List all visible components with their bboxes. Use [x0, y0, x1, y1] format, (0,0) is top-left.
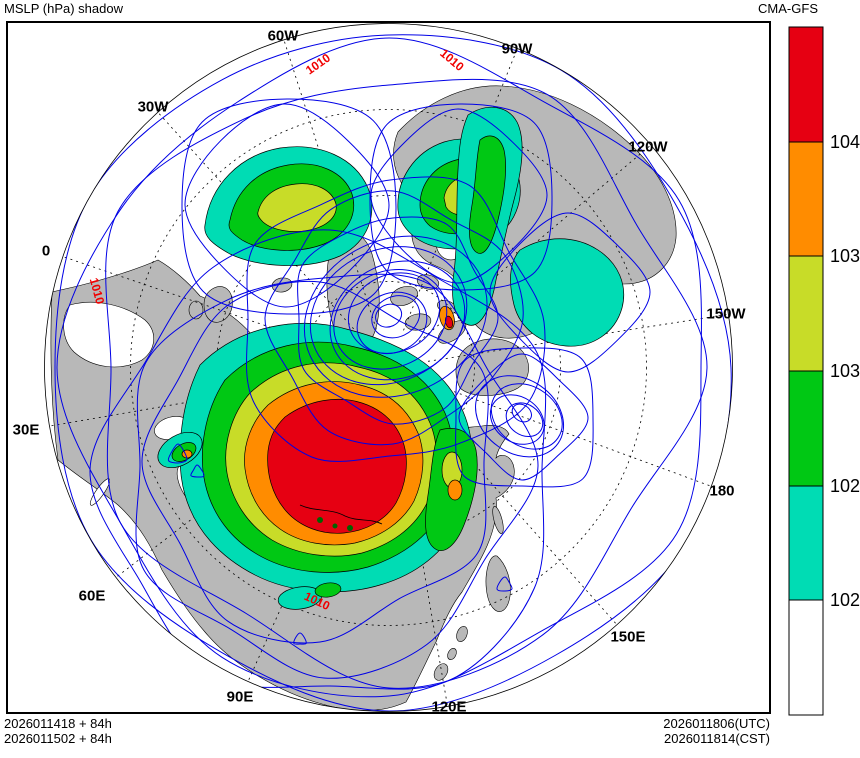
isobar-contour-low-ring: [490, 383, 563, 450]
map-boundary: [44, 23, 733, 712]
lon-label-120w: 120W: [628, 139, 668, 156]
isobar-contour-low-ring: [489, 394, 545, 445]
isobar-contour-low-ring: [333, 268, 448, 370]
isobar-contour: [184, 103, 390, 308]
isobar-contour: [370, 108, 548, 284]
isobar-contour-low-ring: [505, 402, 544, 438]
fill-1030-greenland-high: [257, 183, 337, 232]
pressure-fills: [157, 106, 625, 610]
isobar-contour: [141, 280, 489, 644]
terrain-speck: [317, 517, 323, 523]
isobar-contour: [458, 353, 589, 481]
isobar-contour: [455, 347, 594, 488]
isobar-contour: [105, 78, 708, 689]
isobar-contour: [297, 216, 499, 425]
island-arc: [433, 663, 449, 681]
colorbar-segment-1025-1030: [788, 370, 824, 487]
colorbar-tick-1020: 1020: [830, 590, 860, 610]
meridian-line: [425, 380, 712, 487]
map-frame: [6, 21, 771, 714]
meridian-line: [62, 256, 351, 355]
tibet-terrain-squiggle: [299, 504, 383, 525]
meridian-line: [395, 406, 448, 707]
latitude-circle: [302, 281, 475, 454]
colorbar-segment-1035-1040: [788, 141, 824, 257]
lon-label-90e: 90E: [227, 689, 254, 706]
colorbar-segment-gt1040: [788, 26, 824, 143]
fill-1025-himalaya: [314, 582, 342, 598]
isobar-contour-low-ring: [475, 375, 565, 458]
colorbar-tick-1040: 1040: [830, 132, 860, 152]
colorbar-tick-1030: 1030: [830, 361, 860, 381]
fill-1020-bering: [510, 238, 625, 347]
lon-label-120e: 120E: [431, 699, 466, 716]
meridian-line: [414, 397, 618, 625]
isobar-contour: [489, 212, 651, 373]
iceland: [271, 277, 293, 293]
isobar-contour-low-ring: [347, 272, 441, 354]
mediterranean-sea: [63, 302, 154, 368]
init-time-1: 2026011418 + 84h: [4, 716, 112, 731]
isobar-contour-low-ring: [303, 235, 488, 398]
colorbar-segment-lt1020: [788, 599, 824, 716]
chart-title: MSLP (hPa) shadow: [4, 1, 123, 16]
lon-label-150e: 150E: [610, 629, 645, 646]
isobar-contour: [56, 37, 702, 698]
isobar-contour-low-ring: [356, 291, 428, 355]
meridian-line: [247, 403, 373, 682]
init-time-2: 2026011502 + 84h: [4, 731, 112, 746]
colorbar: 1040 1035 1030 1025 1020: [788, 26, 860, 716]
fill-1035-fareast: [447, 479, 463, 501]
meridian-line: [403, 48, 518, 331]
longitude-labels: 60W 90W 30W 120W 0 150W 30E 180 60E 150E…: [13, 28, 747, 716]
isobar-contour: [89, 229, 547, 690]
meridian-line: [418, 144, 652, 342]
contour-label-1010: 1010: [87, 276, 108, 306]
colorbar-tick-1035: 1035: [830, 246, 860, 266]
isobar-contour: [167, 443, 188, 464]
isobar-contour: [496, 576, 513, 592]
lon-label-90w: 90W: [502, 41, 534, 58]
island-arc: [447, 648, 457, 660]
alaska: [455, 338, 529, 396]
colorbar-segment-1020-1025: [788, 485, 824, 601]
meridian-line: [427, 313, 729, 362]
graticule: [49, 39, 729, 707]
japan: [485, 555, 511, 612]
colorbar-tick-1025: 1025: [830, 476, 860, 496]
lon-label-180: 180: [709, 483, 734, 500]
isobar-contour-low-ring: [375, 303, 403, 328]
lon-label-30w: 30W: [138, 99, 170, 116]
colorbar-segment-1030-1035: [788, 255, 824, 372]
model-name: CMA-GFS: [758, 1, 818, 16]
lon-label-150w: 150W: [706, 306, 746, 323]
lon-label-60w: 60W: [268, 28, 300, 45]
isobar-contour: [181, 98, 397, 315]
isobar-contour-low-ring: [309, 246, 468, 386]
terrain-speck: [332, 523, 338, 529]
isobar-contour: [293, 632, 307, 645]
isobar-contour: [135, 273, 539, 679]
isobar-contour: [190, 464, 205, 478]
isobar-contour: [264, 190, 524, 446]
lon-label-30e: 30E: [13, 422, 40, 439]
valid-time-utc: 2026011806(UTC): [663, 716, 770, 731]
island-arc: [456, 625, 468, 643]
valid-time-cst: 2026011814(CST): [664, 731, 770, 746]
pressure-contours: [54, 34, 732, 712]
terrain-speck: [347, 525, 353, 531]
sakhalin: [492, 506, 504, 534]
isobar-contour-low-ring: [371, 295, 421, 339]
latitude-circle: [130, 109, 647, 626]
lon-label-0: 0: [42, 243, 50, 260]
isobar-contour-low-ring: [511, 403, 532, 423]
lon-label-60e: 60E: [79, 588, 106, 605]
meridian-line: [49, 373, 350, 427]
isobar-contour-low-ring: [329, 260, 466, 381]
